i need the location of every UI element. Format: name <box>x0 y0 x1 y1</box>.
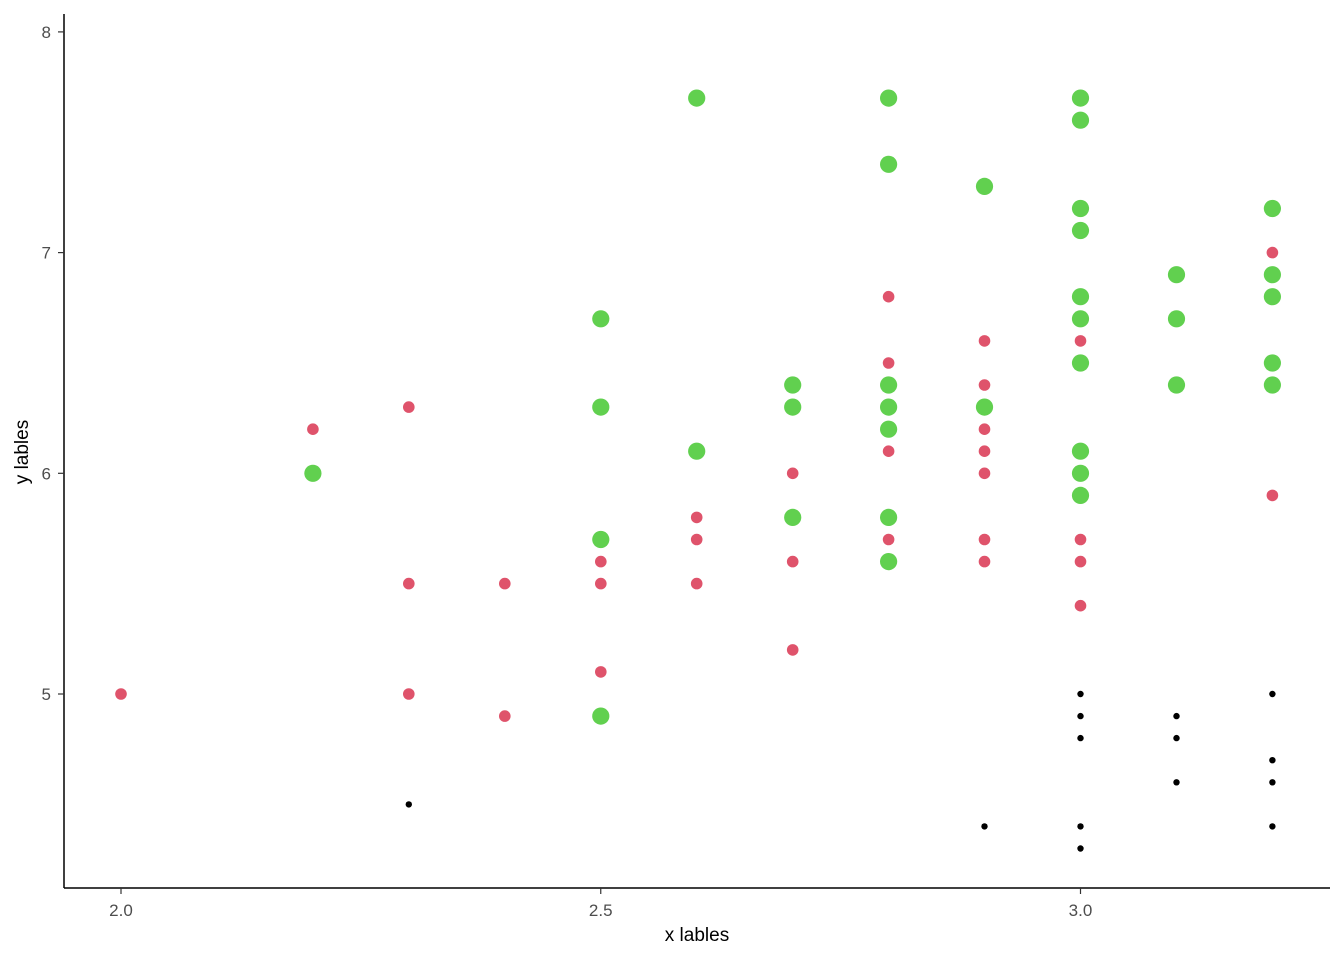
data-point-series-1-4 <box>1077 845 1084 852</box>
data-point-series-2-16 <box>786 644 799 656</box>
data-point-series-3-33 <box>1263 199 1281 218</box>
data-point-series-2-14 <box>786 467 799 480</box>
data-point-series-3-2 <box>592 310 610 328</box>
data-point-series-2-4 <box>403 577 415 590</box>
data-point-series-2-8 <box>595 555 607 568</box>
data-point-series-1-8 <box>1077 734 1084 742</box>
points-layer <box>115 89 1281 852</box>
data-point-series-2-5 <box>403 688 415 700</box>
data-point-series-3-32 <box>1167 376 1186 394</box>
y-axis-title: y lables <box>12 420 33 484</box>
data-point-series-3-36 <box>1263 354 1281 372</box>
y-tick-label: 5 <box>42 685 51 704</box>
data-point-series-2-26 <box>978 533 991 546</box>
data-point-series-3-28 <box>1071 464 1090 482</box>
data-point-series-3-31 <box>1167 310 1186 328</box>
data-point-series-3-17 <box>880 553 898 571</box>
data-point-series-3-34 <box>1263 266 1281 284</box>
data-point-series-1-10 <box>1173 734 1180 742</box>
data-point-series-3-22 <box>1071 199 1090 218</box>
ticks-layer: 2.02.53.03.54.04.55678 <box>42 23 1093 920</box>
data-point-series-3-11 <box>880 89 898 107</box>
data-point-series-2-1 <box>115 688 127 700</box>
data-point-series-3-3 <box>592 398 610 416</box>
data-point-series-3-25 <box>1071 310 1090 328</box>
data-point-series-3-13 <box>880 376 898 394</box>
data-point-series-3-30 <box>1167 266 1186 284</box>
data-point-series-1-7 <box>1077 712 1084 720</box>
data-point-series-3-16 <box>880 508 898 526</box>
x-axis-title: x lables <box>665 925 729 946</box>
data-point-series-3-18 <box>975 177 994 195</box>
x-tick-label: 2.0 <box>109 901 133 920</box>
data-point-series-2-32 <box>1266 246 1279 259</box>
data-point-series-3-14 <box>880 398 898 416</box>
data-point-series-3-1 <box>304 464 322 482</box>
data-point-series-3-5 <box>592 707 610 725</box>
data-point-series-3-20 <box>1071 89 1090 107</box>
data-point-series-3-7 <box>688 442 706 460</box>
data-point-series-2-9 <box>595 577 607 590</box>
data-point-series-3-35 <box>1263 288 1281 306</box>
x-tick-label: 2.5 <box>589 901 613 920</box>
data-point-series-3-27 <box>1071 442 1090 460</box>
data-point-series-1-13 <box>1269 757 1276 764</box>
y-tick-label: 6 <box>42 464 51 483</box>
data-point-series-2-3 <box>403 401 415 413</box>
data-point-series-3-6 <box>688 89 706 107</box>
data-point-series-3-19 <box>975 398 994 416</box>
data-point-series-2-24 <box>978 445 991 458</box>
data-point-series-2-28 <box>1074 335 1087 347</box>
data-point-series-2-27 <box>978 555 991 568</box>
data-point-series-2-23 <box>978 423 991 436</box>
data-point-series-1-2 <box>981 823 988 830</box>
data-point-series-2-33 <box>1266 489 1279 502</box>
data-point-series-2-19 <box>882 445 895 458</box>
data-point-series-2-30 <box>1074 555 1087 568</box>
data-point-series-2-17 <box>882 290 895 303</box>
data-point-series-3-24 <box>1071 288 1090 306</box>
data-point-series-3-29 <box>1071 486 1090 504</box>
data-point-series-3-10 <box>784 508 802 526</box>
y-tick-label: 7 <box>42 244 51 263</box>
data-point-series-2-20 <box>882 533 895 546</box>
data-point-series-3-12 <box>880 155 898 173</box>
data-point-series-2-7 <box>499 710 511 722</box>
data-point-series-2-2 <box>307 423 319 436</box>
data-point-series-1-6 <box>1077 690 1084 698</box>
data-point-series-1-9 <box>1173 712 1180 720</box>
data-point-series-2-12 <box>690 533 703 546</box>
data-point-series-1-3 <box>1077 823 1084 830</box>
data-point-series-2-22 <box>978 379 991 391</box>
data-point-series-1-12 <box>1269 690 1276 698</box>
data-point-series-3-4 <box>592 530 610 549</box>
data-point-series-2-11 <box>690 511 703 524</box>
y-tick-label: 8 <box>42 23 51 42</box>
data-point-series-2-13 <box>690 577 703 590</box>
data-point-series-2-25 <box>978 467 991 480</box>
data-point-series-3-15 <box>880 420 898 438</box>
data-point-series-2-29 <box>1074 533 1087 546</box>
data-point-series-2-10 <box>595 666 607 678</box>
data-point-series-2-21 <box>978 335 991 347</box>
data-point-series-3-23 <box>1071 221 1090 240</box>
data-point-series-2-18 <box>882 357 895 369</box>
data-point-series-2-6 <box>499 577 511 590</box>
data-point-series-3-9 <box>784 398 802 416</box>
data-point-series-3-26 <box>1071 354 1090 372</box>
data-point-series-1-11 <box>1173 779 1180 786</box>
data-point-series-3-8 <box>784 376 802 394</box>
data-point-series-2-15 <box>786 555 799 568</box>
data-point-series-2-31 <box>1074 599 1087 612</box>
x-tick-label: 3.0 <box>1069 901 1093 920</box>
data-point-series-3-37 <box>1263 376 1281 394</box>
data-point-series-1-5 <box>1269 823 1276 830</box>
data-point-series-1-14 <box>1269 779 1276 786</box>
data-point-series-3-21 <box>1071 111 1090 129</box>
data-point-series-1-1 <box>405 801 412 808</box>
